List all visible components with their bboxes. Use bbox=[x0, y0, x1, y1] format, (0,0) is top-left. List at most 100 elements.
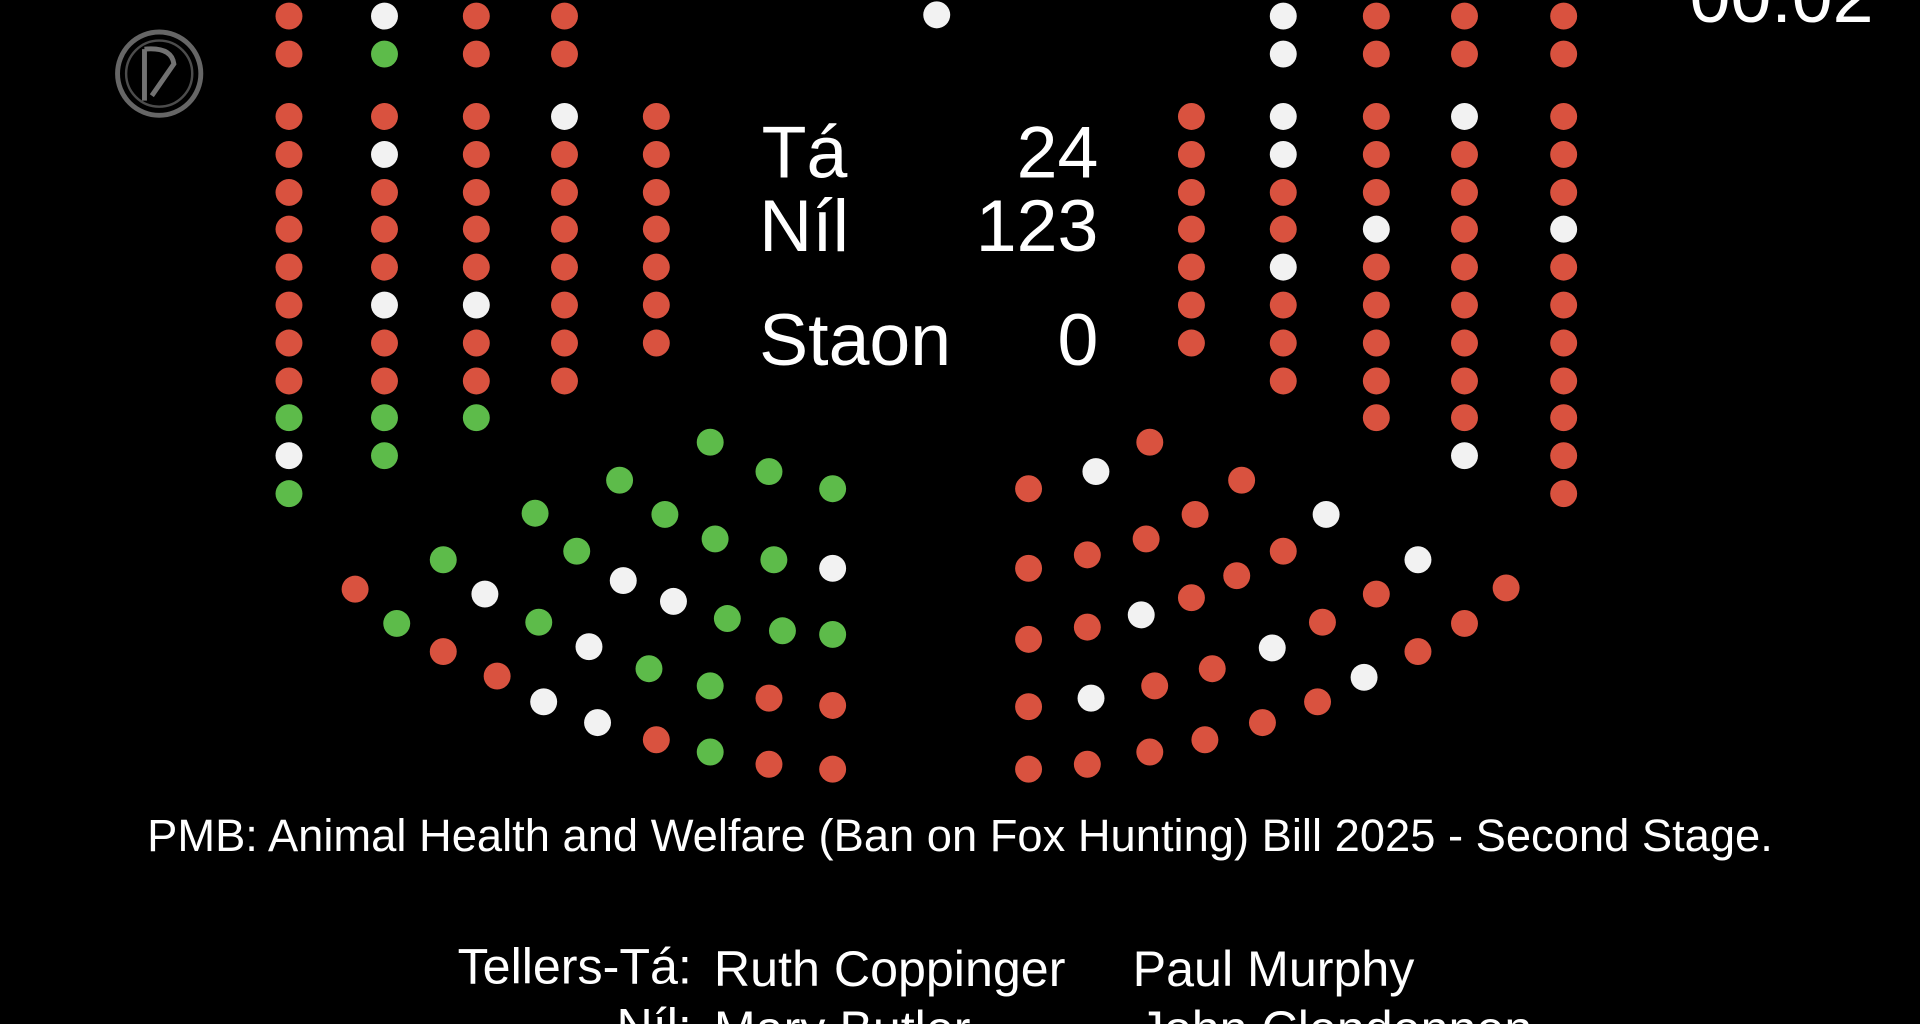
seat bbox=[696, 428, 724, 456]
seat bbox=[429, 546, 457, 574]
seat bbox=[1362, 404, 1390, 432]
seat bbox=[275, 140, 303, 168]
seat bbox=[642, 329, 670, 357]
seat bbox=[371, 215, 398, 243]
seat bbox=[819, 755, 847, 783]
seat bbox=[371, 367, 398, 395]
seat bbox=[1362, 103, 1390, 130]
seat bbox=[371, 404, 398, 432]
seat bbox=[819, 554, 847, 582]
seat bbox=[1141, 672, 1169, 700]
seat bbox=[1015, 625, 1043, 653]
seat bbox=[1550, 329, 1578, 357]
seat bbox=[462, 140, 490, 168]
seat bbox=[1269, 329, 1297, 357]
seat bbox=[1451, 40, 1478, 68]
seat bbox=[1269, 140, 1297, 168]
teller-name: John Clendennen bbox=[1139, 1001, 1532, 1024]
seat bbox=[1177, 215, 1205, 243]
motion-title: PMB: Animal Health and Welfare (Ban on F… bbox=[147, 810, 1773, 861]
seat bbox=[1304, 688, 1332, 716]
seat bbox=[1492, 574, 1520, 602]
seat bbox=[642, 215, 670, 243]
seat bbox=[551, 140, 578, 168]
seat bbox=[551, 253, 578, 281]
seat bbox=[606, 466, 634, 494]
seat bbox=[1404, 638, 1432, 666]
seat bbox=[819, 692, 847, 719]
seat bbox=[1362, 178, 1390, 206]
seat bbox=[755, 684, 783, 712]
seat bbox=[819, 620, 847, 648]
seat bbox=[642, 253, 670, 281]
tellers-label: Níl: bbox=[617, 998, 692, 1024]
teller-name: Paul Murphy bbox=[1133, 941, 1415, 997]
teller-name: Ruth Coppinger bbox=[714, 941, 1066, 997]
seat bbox=[1308, 608, 1336, 636]
seat bbox=[1269, 253, 1297, 281]
seat bbox=[651, 500, 679, 528]
seat bbox=[1550, 367, 1578, 395]
seat bbox=[1404, 546, 1432, 574]
seat bbox=[1451, 103, 1478, 130]
seat bbox=[275, 253, 303, 281]
seat bbox=[1198, 655, 1226, 683]
seat bbox=[923, 1, 951, 29]
seat bbox=[819, 475, 847, 503]
seat bbox=[1362, 140, 1390, 168]
seat bbox=[713, 605, 741, 632]
seat bbox=[696, 738, 724, 766]
seat bbox=[1127, 601, 1155, 629]
seat bbox=[1015, 554, 1043, 582]
seat bbox=[635, 655, 663, 683]
seat bbox=[563, 537, 591, 565]
seat bbox=[1451, 329, 1478, 357]
seat bbox=[483, 662, 511, 690]
seat bbox=[462, 367, 490, 395]
seat bbox=[1269, 103, 1297, 130]
seat bbox=[462, 178, 490, 206]
seat bbox=[551, 178, 578, 206]
seat bbox=[275, 367, 303, 395]
seat bbox=[1550, 291, 1578, 319]
seat-map bbox=[275, 1, 1578, 783]
seat bbox=[521, 499, 549, 527]
result-label: Staon bbox=[759, 298, 951, 381]
seat bbox=[1223, 562, 1251, 590]
seat bbox=[1451, 404, 1478, 432]
seat bbox=[1177, 140, 1205, 168]
seat bbox=[341, 575, 369, 603]
seat bbox=[1077, 684, 1105, 712]
seat bbox=[1177, 178, 1205, 206]
seat bbox=[1451, 367, 1478, 395]
seat bbox=[462, 404, 490, 432]
seat bbox=[755, 750, 783, 778]
seat bbox=[1177, 584, 1205, 612]
seat bbox=[1082, 458, 1110, 486]
seat bbox=[1073, 750, 1101, 778]
seat bbox=[551, 291, 578, 319]
seat bbox=[1550, 2, 1578, 30]
seat bbox=[551, 40, 578, 68]
seat bbox=[1136, 738, 1164, 766]
seat bbox=[1269, 367, 1297, 395]
seat bbox=[1136, 428, 1164, 456]
seat bbox=[275, 329, 303, 357]
seat bbox=[462, 215, 490, 243]
harp-logo bbox=[115, 29, 204, 118]
seat bbox=[551, 329, 578, 357]
seat bbox=[1362, 291, 1390, 319]
seat bbox=[755, 458, 783, 486]
seat bbox=[371, 2, 398, 30]
seat bbox=[371, 103, 398, 130]
seat bbox=[768, 617, 796, 645]
seat bbox=[1362, 215, 1390, 243]
seat bbox=[462, 103, 490, 130]
seat bbox=[1362, 2, 1390, 30]
result-label: Níl bbox=[759, 184, 849, 267]
seat bbox=[1269, 2, 1297, 30]
seat bbox=[1451, 291, 1478, 319]
seat bbox=[530, 688, 558, 716]
